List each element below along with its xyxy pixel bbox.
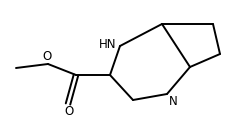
Text: O: O [42,50,52,63]
Text: N: N [169,95,178,108]
Text: O: O [64,105,74,118]
Text: HN: HN [98,39,116,51]
